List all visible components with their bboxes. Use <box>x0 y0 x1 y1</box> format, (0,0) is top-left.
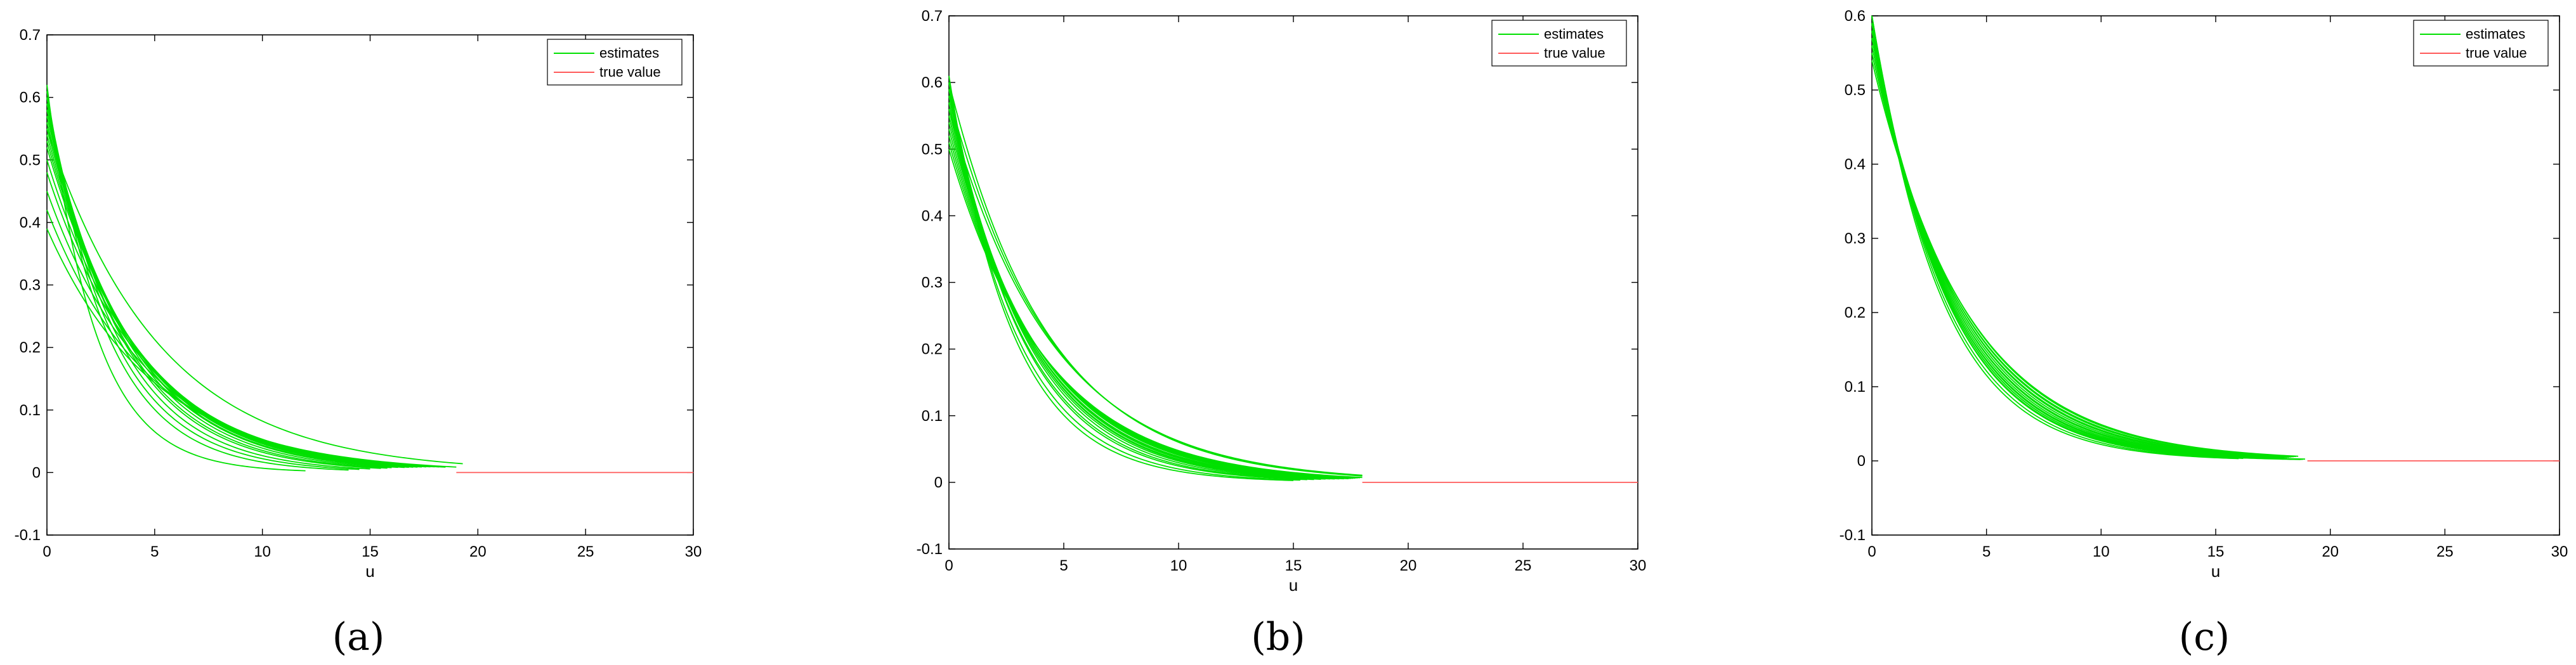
x-axis-label: u <box>365 562 374 581</box>
estimate-line <box>46 228 457 468</box>
legend-label-estimates: estimates <box>599 45 659 61</box>
y-tick-label: 0.6 <box>1845 8 1866 25</box>
estimate-line <box>948 82 1300 481</box>
y-tick-label: 0.2 <box>1845 304 1866 321</box>
estimate-line <box>1871 37 2285 458</box>
y-tick-label: -0.1 <box>917 541 943 558</box>
y-tick-label: 0 <box>1857 453 1866 470</box>
y-tick-label: 0.4 <box>922 207 943 224</box>
legend-label-true-value: true value <box>2466 45 2527 61</box>
x-tick-label: 0 <box>945 557 953 574</box>
y-tick-label: 0.2 <box>922 341 943 358</box>
y-tick-label: 0.4 <box>20 214 41 231</box>
plot-frame <box>1871 15 2560 536</box>
y-tick-label: 0 <box>32 464 41 481</box>
y-tick-label: 0.1 <box>922 408 943 425</box>
x-tick-label: 15 <box>1285 557 1302 574</box>
x-tick-label: 20 <box>2322 543 2339 560</box>
y-tick-label: 0.7 <box>20 27 41 44</box>
plot-frame <box>46 34 694 536</box>
estimate-line <box>46 84 306 472</box>
estimate-line <box>948 82 1307 481</box>
plot-frame <box>948 15 1638 550</box>
x-tick-label: 20 <box>1400 557 1417 574</box>
estimate-line <box>1871 45 2289 458</box>
y-tick-label: -0.1 <box>1840 527 1866 544</box>
legend: estimates true value <box>1491 20 1627 67</box>
estimate-line <box>948 89 1314 481</box>
y-tick-label: 0.3 <box>20 277 41 294</box>
legend: estimates true value <box>2413 20 2549 67</box>
x-tick-label: 5 <box>150 543 159 560</box>
panel-c: 0 5 10 15 20 25 30-0.100.10.20.30.40.50.6uesti… <box>1840 8 2568 659</box>
x-tick-label: 25 <box>1515 557 1532 574</box>
panel-a: 0 5 10 15 20 25 30-0.100.10.20.30.40.50.60.7ue… <box>15 27 702 659</box>
y-tick-label: 0.7 <box>922 8 943 25</box>
estimate-line <box>1871 15 2244 459</box>
y-tick-label: 0.6 <box>20 89 41 107</box>
y-tick-label: 0.6 <box>922 74 943 91</box>
estimate-line <box>46 128 463 465</box>
estimate-line <box>948 89 1321 480</box>
legend-label-true-value: true value <box>1544 45 1605 61</box>
legend-label-true-value: true value <box>599 64 661 80</box>
x-tick-label: 0 <box>42 543 51 560</box>
x-tick-label: 20 <box>469 543 487 560</box>
y-tick-label: 0.5 <box>20 152 41 169</box>
x-tick-label: 15 <box>2207 543 2225 560</box>
y-tick-label: 0.1 <box>1845 378 1866 396</box>
legend-box <box>2413 20 2549 67</box>
legend-box <box>547 39 683 86</box>
x-tick-label: 30 <box>1630 557 1647 574</box>
legend: estimates true value <box>547 39 683 86</box>
estimate-line <box>948 108 1363 476</box>
x-tick-label: 0 <box>1867 543 1876 560</box>
x-tick-label: 10 <box>1170 557 1187 574</box>
y-tick-label: 0.5 <box>1845 82 1866 99</box>
x-tick-label: 5 <box>1059 557 1068 574</box>
estimate-line <box>1871 30 2305 460</box>
x-axis-label: u <box>2211 562 2220 581</box>
y-tick-label: 0.4 <box>1845 156 1866 173</box>
legend-box <box>1491 20 1627 67</box>
panel-caption: (c) <box>2179 615 2230 659</box>
estimate-line <box>46 209 446 468</box>
x-tick-label: 25 <box>2436 543 2454 560</box>
y-tick-label: 0.2 <box>20 339 41 356</box>
x-axis-label: u <box>1289 576 1298 595</box>
estimate-line <box>948 75 1294 481</box>
estimate-line <box>948 148 1363 479</box>
panel-b: 0 5 10 15 20 25 30-0.100.10.20.30.40.50.60.7ue… <box>917 8 1647 659</box>
legend-label-estimates: estimates <box>2466 26 2525 42</box>
x-tick-label: 5 <box>1982 543 1991 560</box>
estimate-line <box>1871 60 2299 457</box>
x-tick-label: 10 <box>254 543 271 560</box>
x-tick-label: 30 <box>685 543 702 560</box>
estimate-line <box>46 91 349 471</box>
estimate-line <box>1871 53 2294 458</box>
estimate-line <box>46 97 360 470</box>
estimate-line <box>1871 23 2303 460</box>
x-tick-label: 15 <box>362 543 379 560</box>
y-tick-label: 0.3 <box>1845 230 1866 247</box>
panel-caption: (a) <box>332 615 385 659</box>
y-tick-label: 0.5 <box>922 141 943 158</box>
y-tick-label: 0 <box>934 474 943 491</box>
panel-caption: (b) <box>1251 615 1305 659</box>
x-tick-label: 10 <box>2093 543 2110 560</box>
x-tick-label: 25 <box>577 543 594 560</box>
y-tick-label: -0.1 <box>15 527 41 544</box>
legend-label-estimates: estimates <box>1544 26 1604 42</box>
x-tick-label: 30 <box>2551 543 2568 560</box>
y-tick-label: 0.1 <box>20 402 41 419</box>
y-tick-label: 0.3 <box>922 274 943 292</box>
estimate-line <box>1871 15 2239 460</box>
